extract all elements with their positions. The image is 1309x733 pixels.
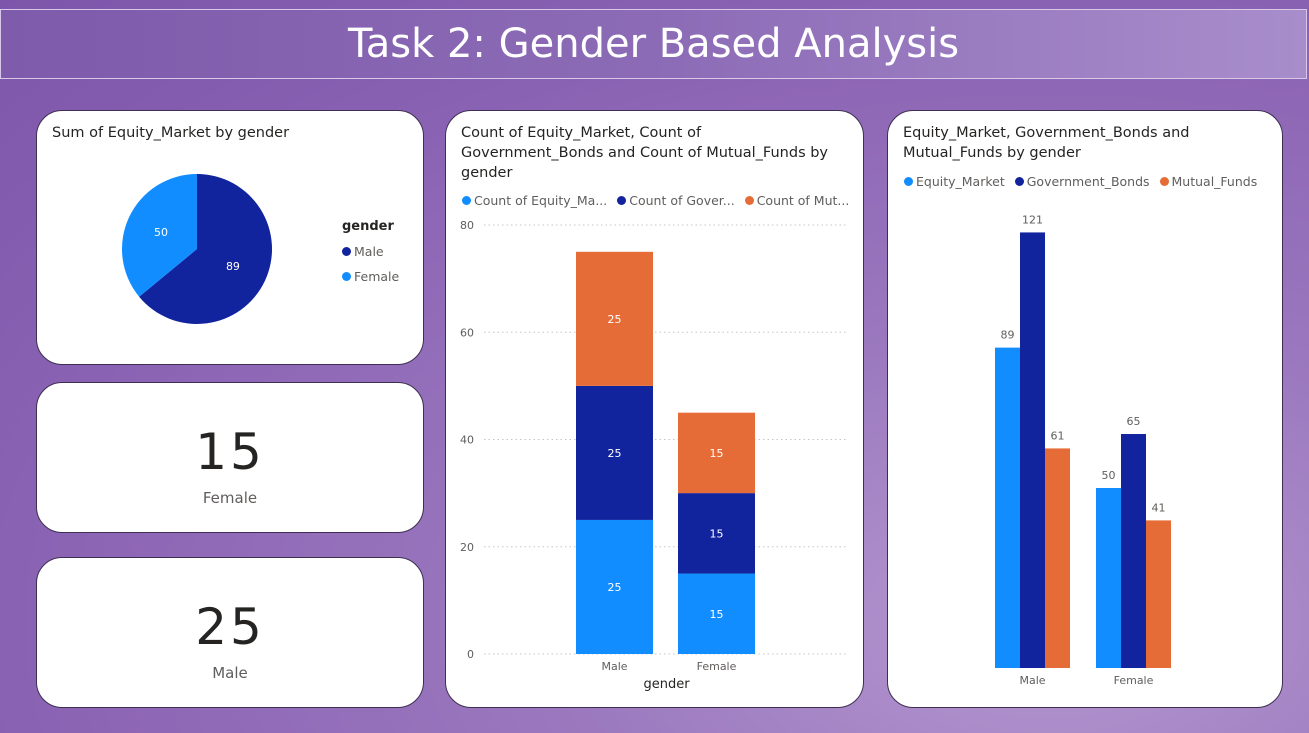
kpi-value: 15 bbox=[195, 423, 265, 481]
legend-label: Government_Bonds bbox=[1026, 174, 1150, 189]
bar-data-label: 65 bbox=[1127, 415, 1141, 428]
legend-label: Count of Gover... bbox=[629, 193, 735, 208]
legend-dot bbox=[904, 177, 913, 186]
pie-chart-title: Sum of Equity_Market by gender bbox=[52, 125, 290, 141]
pie-legend-item-male[interactable]: Male bbox=[342, 239, 399, 264]
bar-data-label: 15 bbox=[710, 608, 724, 621]
legend-label: Female bbox=[354, 269, 400, 284]
pie-data-label: 50 bbox=[154, 226, 168, 239]
pie-chart[interactable]: 89 50 bbox=[37, 111, 424, 365]
stacked-bar-segment[interactable] bbox=[678, 493, 755, 574]
stacked-legend: Count of Equity_Ma... Count of Gover... … bbox=[462, 193, 855, 208]
stacked-bar-segment[interactable] bbox=[678, 573, 755, 654]
y-tick-label: 80 bbox=[460, 219, 474, 232]
legend-dot bbox=[1014, 177, 1024, 186]
stacked-x-axis-title: gender bbox=[643, 677, 690, 692]
stacked-column-chart-card[interactable]: Count of Equity_Market, Count of Governm… bbox=[445, 110, 864, 708]
legend-dot bbox=[617, 196, 627, 205]
legend-label: Equity_Market bbox=[916, 174, 1005, 189]
bar-data-label: 50 bbox=[1102, 469, 1116, 482]
legend-item-equity[interactable]: Equity_Market bbox=[904, 174, 1005, 189]
kpi-value: 25 bbox=[195, 598, 265, 656]
pie-legend-title: gender bbox=[342, 219, 394, 234]
stacked-chart-title: Count of Equity_Market, Count of Governm… bbox=[461, 125, 829, 181]
kpi-card-male[interactable]: 25 Male bbox=[36, 557, 424, 708]
y-tick-label: 60 bbox=[460, 326, 474, 339]
kpi-label: Female bbox=[202, 489, 258, 507]
legend-dot bbox=[1159, 177, 1169, 186]
clustered-chart-title: Equity_Market, Government_Bonds and Mutu… bbox=[903, 125, 1190, 161]
legend-dot bbox=[342, 272, 351, 281]
bar-data-label: 25 bbox=[608, 313, 622, 326]
stacked-bar-segment[interactable] bbox=[576, 251, 653, 386]
legend-item-government[interactable]: Government_Bonds bbox=[1014, 174, 1150, 189]
legend-dot bbox=[342, 247, 351, 256]
legend-item-mutual[interactable]: Count of Mut... bbox=[744, 193, 850, 208]
legend-dot bbox=[744, 196, 754, 205]
clustered-bar[interactable] bbox=[1045, 448, 1070, 668]
bar-data-label: 15 bbox=[710, 527, 724, 540]
y-tick-label: 20 bbox=[460, 541, 474, 554]
bar-data-label: 15 bbox=[710, 447, 724, 460]
stacked-bar-segment[interactable] bbox=[678, 412, 755, 494]
kpi-card-female[interactable]: 15 Female bbox=[36, 382, 424, 533]
y-tick-label: 0 bbox=[467, 648, 474, 661]
pie-legend-item-female[interactable]: Female bbox=[342, 264, 399, 289]
legend-item-government[interactable]: Count of Gover... bbox=[617, 193, 735, 208]
stacked-bar-segment[interactable] bbox=[576, 519, 653, 654]
legend-item-equity[interactable]: Count of Equity_Ma... bbox=[462, 193, 607, 208]
bar-data-label: 61 bbox=[1051, 429, 1065, 442]
legend-label: Mutual_Funds bbox=[1171, 174, 1258, 189]
bar-data-label: 41 bbox=[1152, 501, 1166, 514]
pie-chart-card[interactable]: Sum of Equity_Market by gender 89 50 gend… bbox=[36, 110, 424, 365]
dashboard-title: Task 2: Gender Based Analysis bbox=[347, 21, 960, 67]
clustered-column-chart-card[interactable]: Equity_Market, Government_Bonds and Mutu… bbox=[887, 110, 1283, 708]
bar-data-label: 89 bbox=[1001, 329, 1015, 342]
y-tick-label: 40 bbox=[460, 434, 474, 447]
x-tick-label: Female bbox=[1114, 674, 1154, 687]
legend-dot bbox=[462, 196, 471, 205]
stacked-bar-segment[interactable] bbox=[576, 385, 653, 520]
bar-data-label: 121 bbox=[1022, 213, 1043, 226]
clustered-bar[interactable] bbox=[1121, 434, 1146, 668]
legend-label: Count of Mut... bbox=[756, 193, 850, 208]
legend-label: Male bbox=[354, 244, 384, 259]
dashboard-title-banner: Task 2: Gender Based Analysis bbox=[0, 9, 1307, 79]
x-tick-label: Male bbox=[1019, 674, 1045, 687]
bar-data-label: 25 bbox=[608, 581, 622, 594]
clustered-legend: Equity_Market Government_Bonds Mutual_Fu… bbox=[904, 174, 1263, 189]
pie-legend: gender Male Female bbox=[342, 214, 399, 289]
clustered-bar[interactable] bbox=[995, 347, 1020, 668]
pie-slice-male[interactable] bbox=[139, 174, 272, 325]
clustered-bar[interactable] bbox=[1096, 488, 1121, 668]
kpi-label: Male bbox=[212, 664, 248, 682]
pie-slice-female[interactable] bbox=[121, 174, 197, 297]
x-tick-label: Male bbox=[601, 660, 627, 673]
clustered-column-chart[interactable]: 89 121 61 Male 50 65 41 Female bbox=[888, 111, 1283, 708]
legend-label: Count of Equity_Ma... bbox=[474, 193, 608, 208]
legend-item-mutual[interactable]: Mutual_Funds bbox=[1159, 174, 1258, 189]
x-tick-label: Female bbox=[697, 660, 737, 673]
clustered-bar[interactable] bbox=[1020, 232, 1045, 668]
stacked-column-chart[interactable]: 0 20 40 60 80 25 25 25 Male 15 15 15 Female bbox=[446, 111, 864, 708]
clustered-bar[interactable] bbox=[1146, 520, 1171, 668]
pie-data-label: 89 bbox=[226, 260, 240, 273]
bar-data-label: 25 bbox=[608, 447, 622, 460]
